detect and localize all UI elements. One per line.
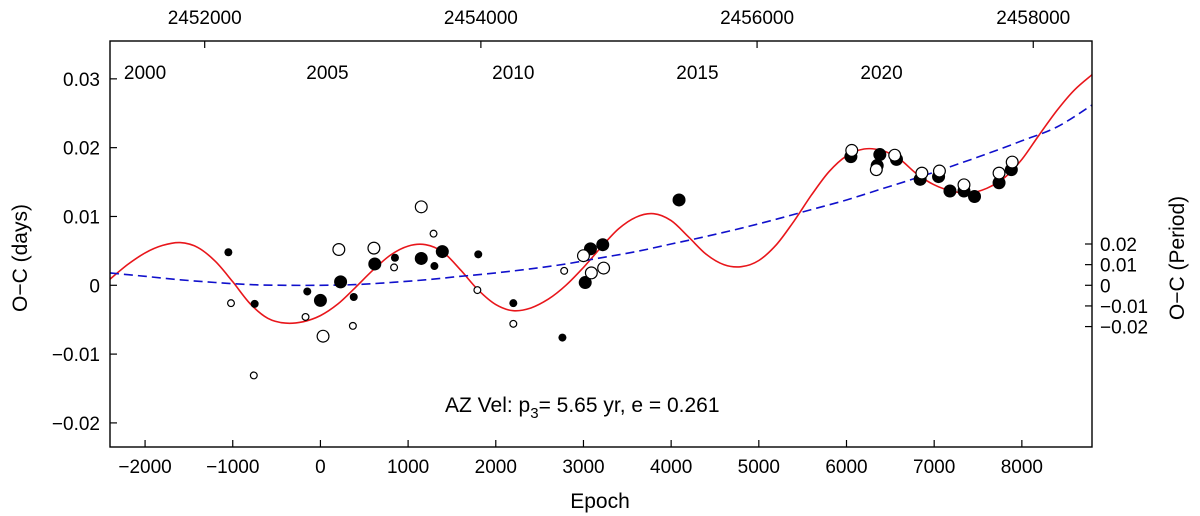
secondary-minimum-point <box>932 164 946 178</box>
primary-minimum-point <box>596 238 610 252</box>
y-tick-label: 0.02 <box>63 139 100 160</box>
top-jd-label: 2452000 <box>168 8 242 29</box>
primary-minimum-point <box>349 292 358 301</box>
y2-tick-label: 0.01 <box>1100 256 1137 277</box>
year-label: 2020 <box>860 63 902 84</box>
y-tick-label: −0.01 <box>52 345 100 366</box>
primary-minimum-point <box>435 245 449 259</box>
primary-minimum-point <box>509 299 518 308</box>
secondary-minimum-point <box>992 166 1006 180</box>
primary-minimum-point <box>390 253 399 262</box>
primary-minimum-point <box>334 275 348 289</box>
annotation-prefix: AZ Vel: p <box>445 394 530 417</box>
y2-tick-label: 0.02 <box>1100 235 1137 256</box>
secondary-minimum-point <box>249 371 258 380</box>
fit-curves <box>109 74 1093 325</box>
secondary-minimum-point <box>367 241 381 255</box>
secondary-minimum-point <box>390 263 399 272</box>
primary-minimum-point <box>250 299 259 308</box>
secondary-minimum-point <box>301 312 310 321</box>
quadratic-fit-curve <box>109 104 1093 287</box>
primary-minimum-point <box>558 333 567 342</box>
secondary-minimum-point <box>414 200 428 214</box>
secondary-minimum-point <box>957 178 971 192</box>
secondary-minimum-point <box>226 299 235 308</box>
x-tick-label: −1000 <box>206 457 259 478</box>
y2-tick-label: −0.01 <box>1100 297 1148 318</box>
x-tick-label: 2000 <box>475 457 517 478</box>
y-tick-label: −0.02 <box>52 414 100 435</box>
plot-frame <box>109 40 1093 448</box>
x-tick-label: 1000 <box>387 457 429 478</box>
x-tick-label: 0 <box>315 457 326 478</box>
secondary-minimum-point <box>915 166 929 180</box>
y-tick-label: 0.03 <box>63 70 100 91</box>
ltte-fit-curve <box>109 74 1093 325</box>
x-axis-title: Epoch <box>570 490 630 513</box>
primary-minimum-point <box>578 276 592 290</box>
secondary-minimum-point <box>888 148 902 162</box>
period-annotation: AZ Vel: p3= 5.65 yr, e = 0.261 <box>445 394 720 422</box>
year-label: 2010 <box>492 63 534 84</box>
annotation-subscript: 3 <box>530 405 538 422</box>
y-tick-label: 0 <box>89 276 100 297</box>
annotation-suffix: = 5.65 yr, e = 0.261 <box>539 394 720 417</box>
year-label: 2000 <box>124 63 166 84</box>
primary-minimum-point <box>430 262 439 271</box>
secondary-minimum-point <box>1005 155 1019 169</box>
secondary-minimum-point <box>576 249 590 263</box>
primary-minimum-point <box>414 251 428 265</box>
year-label: 2005 <box>306 63 348 84</box>
primary-minimum-point <box>873 148 887 162</box>
secondary-minimum-point <box>584 266 598 280</box>
x-tick-label: 8000 <box>1001 457 1043 478</box>
primary-minimum-point <box>943 184 957 198</box>
x-tick-label: 5000 <box>738 457 780 478</box>
primary-minimum-point <box>368 257 382 271</box>
primary-minimum-point <box>672 193 686 207</box>
x-tick-label: 7000 <box>913 457 955 478</box>
year-label: 2015 <box>676 63 718 84</box>
top-jd-label: 2456000 <box>720 8 794 29</box>
secondary-minimum-point <box>473 286 482 295</box>
primary-minimum-point <box>224 248 233 257</box>
secondary-minimum-point <box>509 319 518 328</box>
primary-minimum-point <box>474 250 483 259</box>
y2-axis-title: O−C (Period) <box>1166 196 1189 320</box>
x-tick-label: −2000 <box>118 457 171 478</box>
primary-minimum-point <box>303 287 312 296</box>
x-tick-label: 4000 <box>650 457 692 478</box>
primary-minimum-point <box>968 190 982 204</box>
top-jd-label: 2454000 <box>444 8 518 29</box>
y-tick-label: 0.01 <box>63 207 100 228</box>
y2-tick-label: 0 <box>1100 276 1111 297</box>
secondary-minimum-point <box>429 229 438 238</box>
data-points <box>224 143 1019 380</box>
primary-minimum-point <box>992 176 1006 190</box>
y-axis-title: O−C (days) <box>9 204 32 312</box>
secondary-minimum-point <box>869 163 883 177</box>
secondary-minimum-point <box>560 266 569 275</box>
secondary-minimum-point <box>845 143 859 157</box>
x-tick-label: 6000 <box>825 457 867 478</box>
primary-minimum-point <box>313 293 327 307</box>
secondary-minimum-point <box>316 329 330 343</box>
secondary-minimum-point <box>348 321 357 330</box>
x-tick-label: 3000 <box>562 457 604 478</box>
tick-marks <box>110 41 1092 447</box>
secondary-minimum-point <box>597 261 611 275</box>
axis-labels: −2000 −1000 0 1000 2000 3000 4000 5000 6000 7000 8… <box>52 8 1148 478</box>
secondary-minimum-point <box>332 243 346 257</box>
top-jd-label: 2458000 <box>996 8 1070 29</box>
y2-tick-label: −0.02 <box>1100 318 1148 339</box>
